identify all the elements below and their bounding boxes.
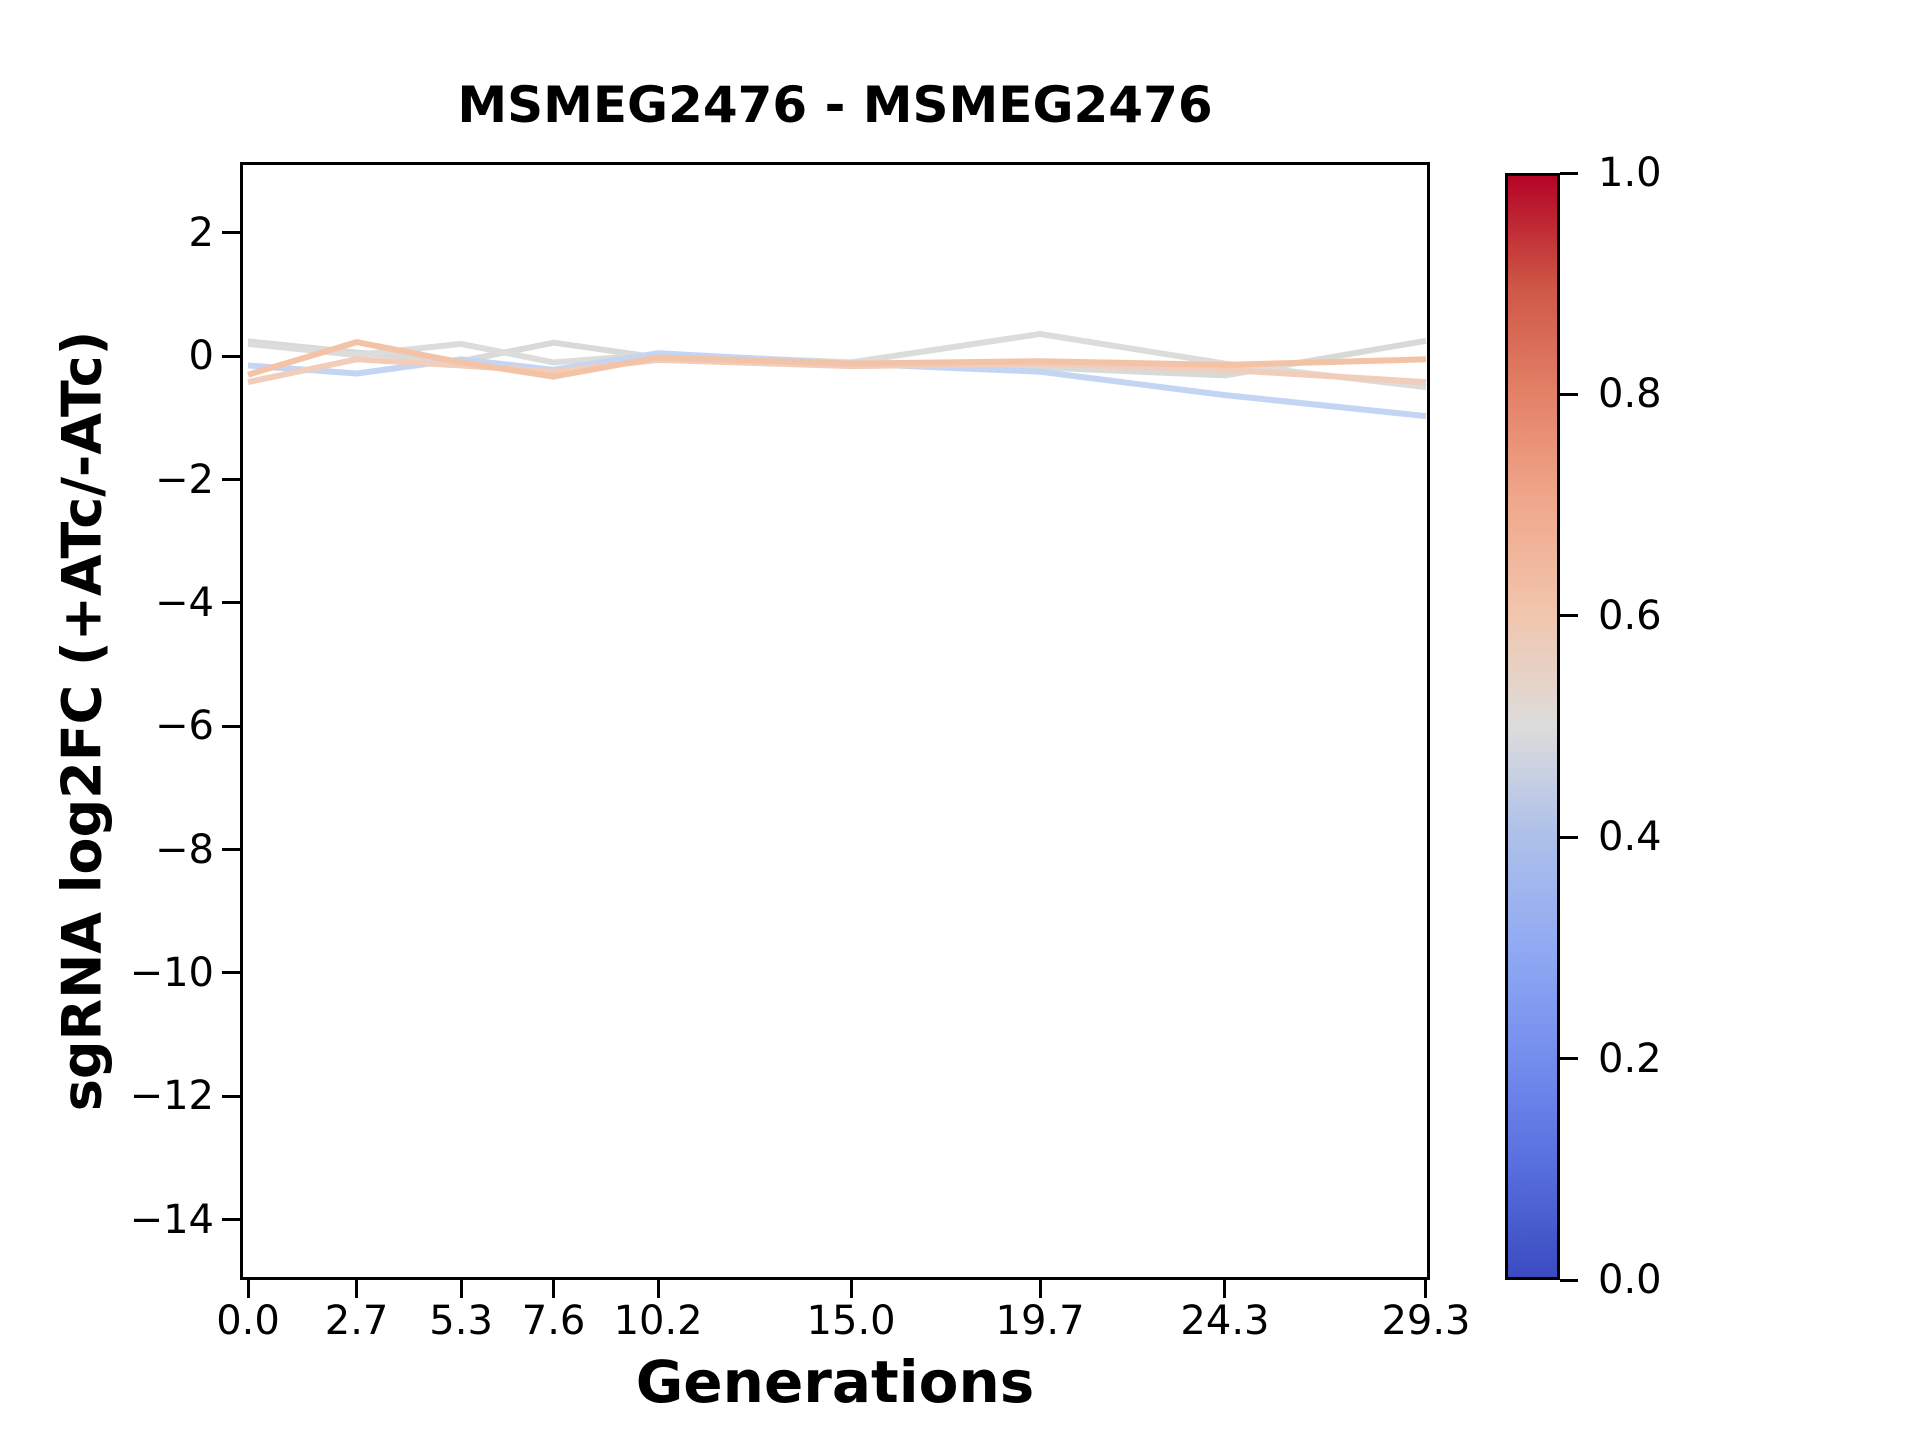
y-tick xyxy=(222,231,240,235)
x-tick-label: 15.0 xyxy=(806,1298,896,1344)
colorbar-tick xyxy=(1560,1057,1578,1061)
x-tick xyxy=(459,1280,463,1298)
x-tick-label: 2.7 xyxy=(324,1298,389,1344)
y-tick xyxy=(222,971,240,975)
colorbar xyxy=(1505,173,1560,1280)
series-line-3 xyxy=(247,350,1427,420)
x-tick xyxy=(849,1280,853,1298)
y-tick xyxy=(222,724,240,728)
colorbar-tick-label: 0.4 xyxy=(1598,814,1662,861)
y-tick xyxy=(222,1094,240,1098)
x-tick xyxy=(1038,1280,1042,1298)
y-tick-label: −14 xyxy=(129,1196,214,1243)
y-tick-label: 0 xyxy=(188,333,214,380)
series-line-5 xyxy=(247,339,1427,380)
colorbar-tick xyxy=(1560,835,1578,839)
x-tick xyxy=(552,1280,556,1298)
y-tick-label: −4 xyxy=(155,579,214,626)
colorbar-gradient xyxy=(1508,176,1557,1277)
line-series-canvas xyxy=(247,331,1427,420)
y-tick xyxy=(222,354,240,358)
colorbar-tick-label: 1.0 xyxy=(1598,150,1662,196)
y-tick-label: −8 xyxy=(155,826,214,873)
x-tick-label: 5.3 xyxy=(429,1298,493,1344)
colorbar-tick-label: 0.2 xyxy=(1598,1035,1662,1082)
y-tick xyxy=(222,601,240,605)
colorbar-tick-label: 0.0 xyxy=(1598,1257,1662,1303)
x-tick-label: 19.7 xyxy=(995,1298,1085,1344)
y-tick-label: −6 xyxy=(155,703,214,750)
x-tick xyxy=(1424,1280,1428,1298)
y-tick xyxy=(222,1218,240,1222)
x-tick xyxy=(355,1280,359,1298)
colorbar-tick xyxy=(1560,171,1578,175)
colorbar-tick-label: 0.6 xyxy=(1598,592,1662,639)
x-tick-label: 10.2 xyxy=(613,1298,703,1344)
x-tick xyxy=(246,1280,250,1298)
colorbar-tick xyxy=(1560,392,1578,396)
y-tick-label: −2 xyxy=(155,456,214,503)
x-tick xyxy=(656,1280,660,1298)
y-tick-label: 2 xyxy=(188,209,214,256)
y-tick xyxy=(222,478,240,482)
x-tick-label: 0.0 xyxy=(216,1298,280,1344)
x-axis-label: Generations xyxy=(635,1348,1035,1416)
y-tick xyxy=(222,848,240,852)
x-tick-label: 24.3 xyxy=(1180,1298,1270,1344)
chart-title: MSMEG2476 - MSMEG2476 xyxy=(457,76,1213,134)
colorbar-tick xyxy=(1560,614,1578,618)
x-tick xyxy=(1223,1280,1227,1298)
colorbar-tick-label: 0.8 xyxy=(1598,371,1662,418)
y-tick-label: −12 xyxy=(129,1073,214,1120)
colorbar-tick xyxy=(1560,1278,1578,1282)
x-tick-label: 29.3 xyxy=(1381,1298,1471,1344)
x-tick-label: 7.6 xyxy=(521,1298,586,1344)
y-tick-label: −10 xyxy=(129,949,214,996)
